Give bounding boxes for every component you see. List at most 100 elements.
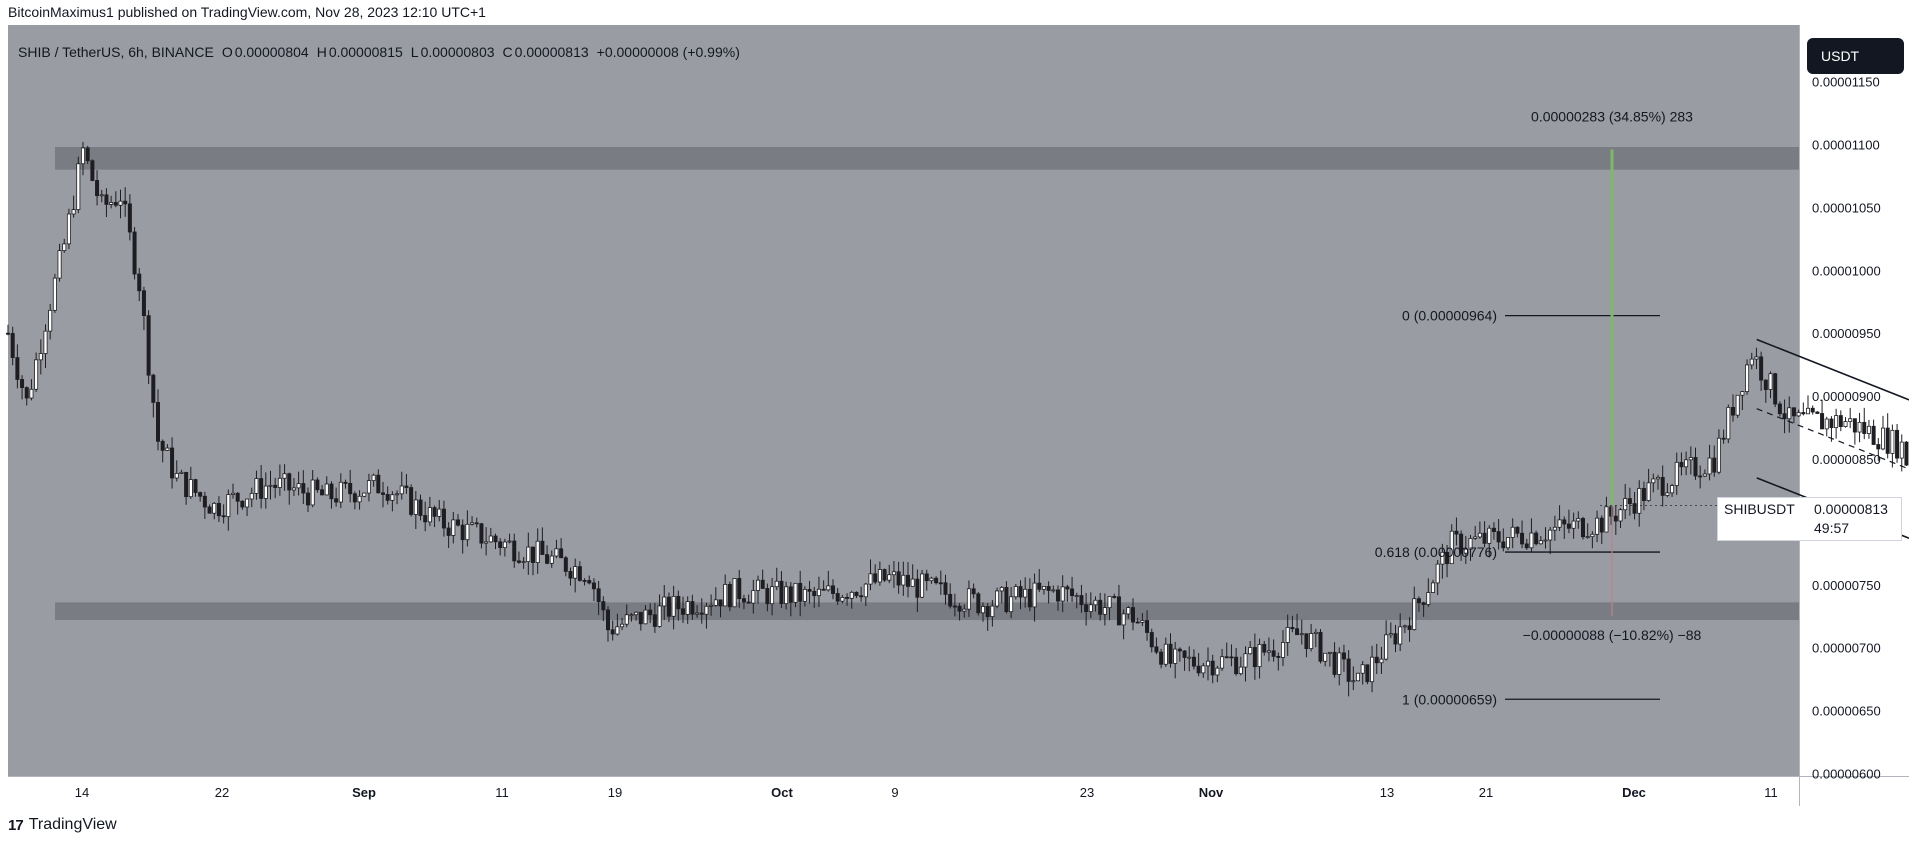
- candle-body: [437, 508, 442, 517]
- candle-body: [1229, 656, 1234, 659]
- candle-body: [1660, 476, 1665, 496]
- candle-body: [1862, 421, 1867, 434]
- symbol-info-bar: SHIB / TetherUS, 6h, BINANCE O 0.00000804…: [18, 44, 740, 60]
- time-tick-label: 14: [75, 785, 89, 800]
- candle-body: [854, 591, 859, 597]
- candle-body: [216, 502, 221, 517]
- time-tick-label: Dec: [1622, 785, 1646, 800]
- candle-body: [1009, 596, 1014, 613]
- candle-body: [1079, 595, 1084, 606]
- candle-body: [245, 498, 250, 508]
- candle-body: [460, 524, 465, 541]
- candle-body: [188, 479, 193, 498]
- candle-body: [568, 570, 573, 579]
- candle-body: [1899, 441, 1904, 459]
- candle-body: [1191, 656, 1196, 667]
- candle-body: [1646, 482, 1651, 501]
- candle-body: [859, 595, 864, 598]
- price-tick-label: 0.00001100: [1812, 138, 1880, 153]
- candle-body: [240, 500, 245, 508]
- candle-body: [582, 580, 587, 582]
- candle-body: [1159, 651, 1164, 665]
- candle-body: [1046, 585, 1051, 591]
- candle-body: [95, 180, 100, 197]
- candle-body: [1623, 498, 1628, 511]
- candle-body: [1060, 586, 1065, 602]
- candle-body: [1482, 532, 1487, 544]
- candle-body: [1370, 656, 1375, 683]
- candle-body: [1487, 527, 1492, 544]
- candle-body: [807, 588, 812, 592]
- candle-body: [952, 605, 957, 608]
- candle-body: [1262, 643, 1267, 653]
- candle-body: [1904, 441, 1909, 466]
- high-label: H: [316, 44, 327, 60]
- open-label: O: [221, 44, 233, 60]
- candle-body: [34, 359, 39, 390]
- candle-body: [1670, 485, 1675, 494]
- candle-body: [1712, 457, 1717, 473]
- candle-body: [413, 499, 418, 515]
- candle-body: [48, 309, 53, 332]
- candle-body: [324, 483, 329, 496]
- currency-button[interactable]: USDT: [1807, 38, 1904, 74]
- candle-body: [549, 555, 554, 564]
- candle-body: [821, 588, 826, 591]
- candle-body: [334, 498, 339, 503]
- candle-body: [1121, 613, 1126, 626]
- candle-body: [966, 588, 971, 610]
- candle-body: [1566, 523, 1571, 529]
- candle-body: [1107, 596, 1112, 609]
- candle-body: [1163, 643, 1168, 665]
- support-zone: [55, 602, 1799, 621]
- candle-body: [620, 623, 625, 628]
- candle-body: [849, 591, 854, 599]
- candle-body: [1473, 536, 1478, 539]
- candle-body: [1285, 627, 1290, 643]
- candle-body: [1252, 647, 1257, 668]
- footer-brand[interactable]: 17 TradingView: [8, 816, 117, 834]
- candle-body: [132, 231, 137, 275]
- candle-body: [1463, 548, 1468, 554]
- time-tick-label: 11: [1764, 785, 1778, 800]
- candle-body: [268, 484, 273, 487]
- candle-body: [376, 474, 381, 494]
- candle-body: [455, 519, 460, 526]
- candle-body: [1276, 656, 1281, 658]
- candle-body: [1520, 532, 1525, 545]
- candle-body: [1341, 652, 1346, 660]
- candle-body: [901, 574, 906, 586]
- candle-body: [441, 508, 446, 529]
- candle-body: [57, 250, 62, 279]
- candle-body: [1581, 518, 1586, 538]
- candle-body: [507, 540, 512, 543]
- candle-body: [971, 588, 976, 595]
- candle-body: [999, 587, 1004, 592]
- candle-body: [305, 492, 310, 506]
- candle-body: [863, 583, 868, 598]
- candle-body: [1609, 506, 1614, 517]
- candle-body: [301, 483, 306, 494]
- candle-body: [432, 507, 437, 517]
- candle-body: [1838, 415, 1843, 428]
- candle-body: [1754, 356, 1759, 360]
- candle-body: [123, 200, 128, 205]
- price-tick-label: 0.00000700: [1812, 641, 1881, 656]
- candle-body: [1407, 625, 1412, 630]
- candle-body: [1693, 457, 1698, 477]
- candle-body: [657, 605, 662, 627]
- open-value: 0.00000804: [234, 44, 309, 60]
- candle-body: [1895, 429, 1900, 459]
- candle-body: [1374, 656, 1379, 664]
- candle-body: [193, 479, 198, 493]
- price-tick-label: 0.00000900: [1812, 389, 1881, 404]
- candle-body: [887, 574, 892, 581]
- candle-body: [770, 586, 775, 605]
- candle-body: [362, 492, 367, 497]
- candle-body: [1398, 626, 1403, 645]
- candle-body: [1496, 531, 1501, 543]
- time-tick-label: 9: [891, 785, 898, 800]
- candle-body: [1749, 358, 1754, 366]
- candle-body: [709, 604, 714, 607]
